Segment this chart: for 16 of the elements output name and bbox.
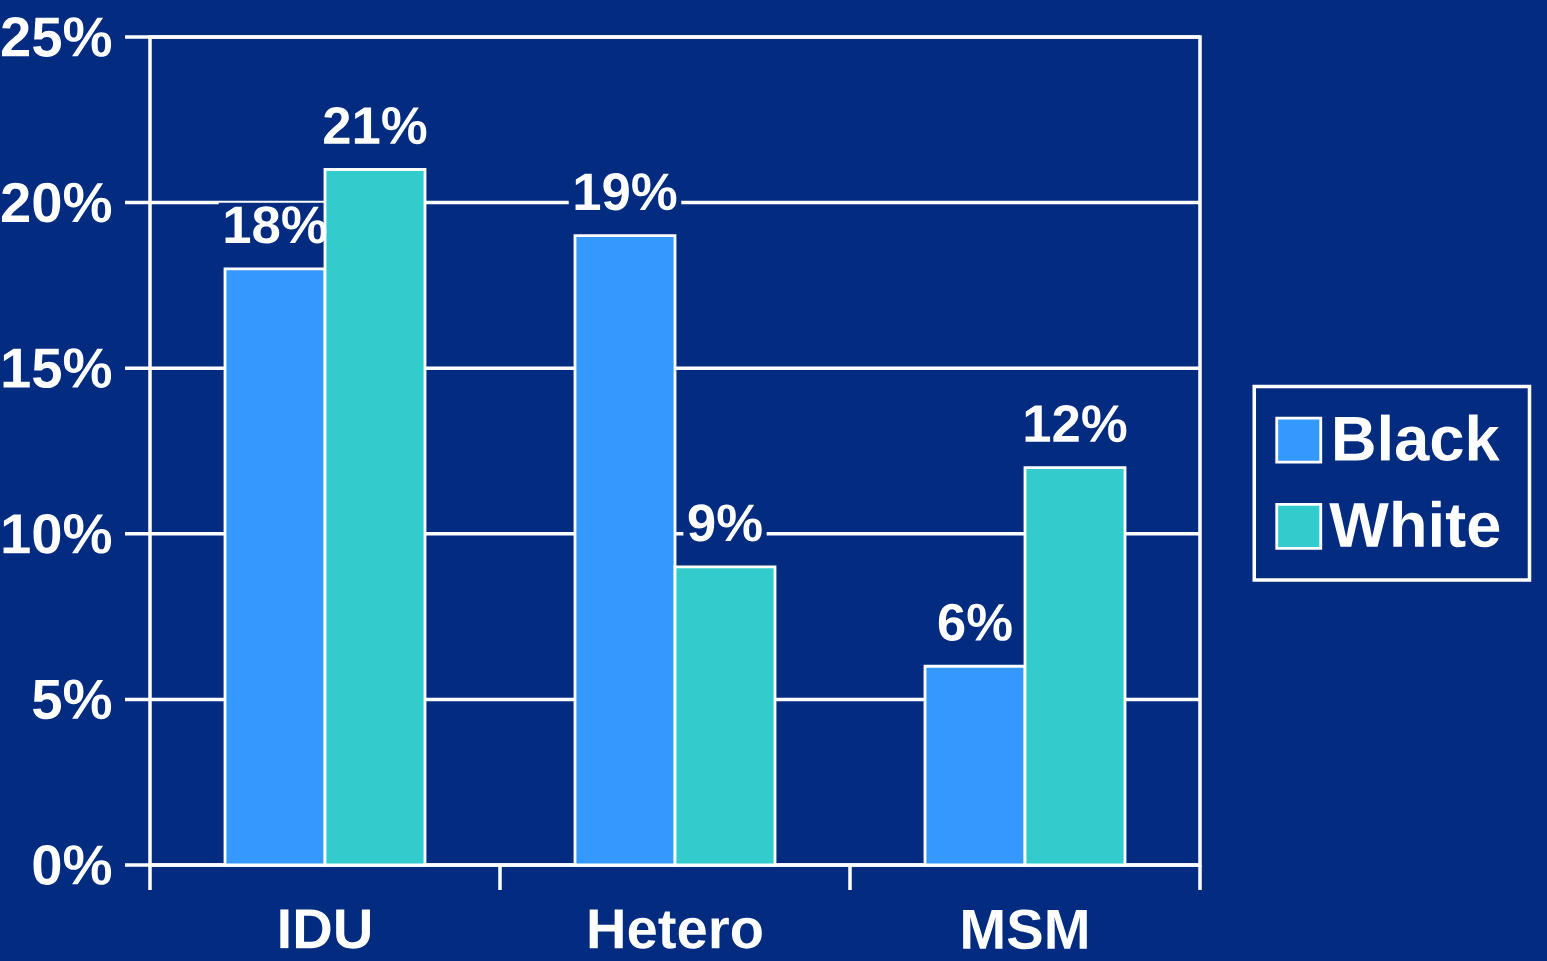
y-tick-label: 25% bbox=[1, 17, 112, 57]
data-label: 19% bbox=[575, 173, 677, 211]
y-tick-label: 0% bbox=[33, 845, 112, 885]
y-tick-label: 5% bbox=[33, 679, 112, 720]
legend-label: White bbox=[1329, 500, 1500, 548]
data-label: 12% bbox=[1025, 405, 1127, 443]
x-tick-label: MSM bbox=[963, 909, 1087, 950]
x-tick-label: Hetero bbox=[589, 909, 762, 949]
data-label: 6% bbox=[938, 603, 1012, 641]
y-tick-label: 10% bbox=[3, 513, 112, 554]
x-tick-label: IDU bbox=[280, 909, 370, 949]
legend-label: Black bbox=[1335, 414, 1500, 462]
data-label: 21% bbox=[324, 106, 427, 145]
data-label: 9% bbox=[688, 504, 762, 542]
y-tick-label: 15% bbox=[3, 348, 112, 389]
y-tick-label: 20% bbox=[1, 182, 112, 223]
